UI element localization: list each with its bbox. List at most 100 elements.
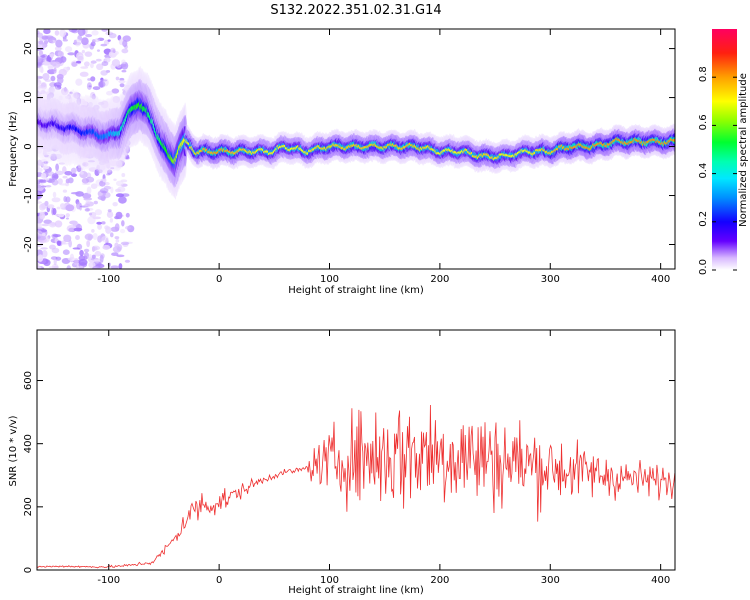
y-tick-label: -20 (23, 236, 34, 252)
spectrogram-cell (116, 254, 125, 258)
spectrogram-cell (65, 204, 75, 212)
spectrogram-cell (92, 216, 102, 220)
spectrogram-cell (95, 58, 102, 62)
spectrogram-cell (43, 29, 51, 35)
spectrogram-cell (121, 172, 126, 178)
x-tick-label: 200 (430, 575, 449, 586)
spectrogram-cell (41, 35, 49, 40)
y-tick-label: 20 (23, 42, 34, 55)
spectrogram-cell (107, 262, 111, 267)
spectrogram-cell (91, 229, 95, 233)
spectrogram-cell (50, 75, 56, 82)
spectrogram-cell (37, 167, 43, 173)
spectrogram-cell (109, 160, 119, 167)
spectrogram-cell (60, 87, 69, 96)
spectrogram-cell (41, 223, 50, 227)
spectrogram-cell (72, 92, 80, 99)
spectrogram-cell (65, 95, 70, 99)
spectrogram-cell (82, 162, 89, 167)
spectrogram-cell (51, 247, 60, 254)
spectrogram-cell (62, 175, 68, 179)
spectrogram-cell (79, 249, 84, 257)
spectrogram-cell (49, 53, 55, 58)
spectrogram-cell (120, 179, 128, 183)
x-tick-label: -100 (97, 274, 120, 285)
spectrogram-cell (119, 228, 126, 234)
spectrogram-cell (45, 171, 55, 177)
spectrogram-frame (36, 28, 676, 270)
spectrogram-cell (106, 173, 111, 176)
spectrogram-cell (73, 227, 83, 232)
x-tick-label: 300 (541, 575, 560, 586)
spectrogram-cell (97, 80, 106, 88)
spectrogram-cell (92, 86, 101, 91)
spectrogram-cell (62, 39, 68, 42)
spectrogram-cell (79, 265, 84, 269)
spectrogram-cell (46, 93, 52, 101)
spectrogram-cell (112, 201, 118, 207)
spectrogram-cell (42, 61, 51, 66)
spectrogram-cell (101, 29, 108, 32)
spectrogram-cell (59, 29, 67, 37)
spectrogram-cell (93, 200, 98, 205)
x-tick-label: 100 (320, 274, 339, 285)
spectrogram-cell (90, 76, 96, 82)
spectrogram-cell (118, 196, 127, 204)
spectrogram-cell (83, 255, 88, 261)
colorbar-gradient (712, 29, 737, 270)
spectrogram-cell (44, 165, 50, 170)
spectrogram-cell (54, 30, 60, 36)
spectrogram-cell (68, 239, 72, 248)
spectrogram-cell (80, 66, 89, 69)
spectrogram-cell (115, 239, 120, 243)
spectrogram-cell (115, 76, 120, 81)
spectrogram-cell (101, 221, 106, 225)
spectrogram-cell (54, 46, 62, 52)
colorbar-tick-label: 0.0 (698, 259, 709, 275)
spectrogram-cell (83, 248, 90, 253)
spectrogram-cell (84, 208, 90, 212)
spectrogram-cell (119, 83, 125, 88)
spectrogram-cell (100, 79, 108, 82)
spectrogram-cell (58, 95, 63, 101)
spectrogram-cell (108, 32, 117, 39)
spectrogram-cell (91, 254, 96, 259)
spectrogram-cell (85, 34, 93, 38)
spectrogram-cell (54, 84, 62, 90)
spectrogram-cell (111, 59, 121, 67)
spectrogram-cell (64, 171, 73, 176)
x-tick-label: 100 (320, 575, 339, 586)
spectrogram-cell (87, 160, 96, 163)
spectrogram-cell (120, 63, 127, 68)
spectrogram-cell (88, 212, 93, 216)
spectrogram-cell (105, 226, 112, 234)
spectrogram-cell (121, 69, 127, 73)
spectrogram-cell (85, 200, 90, 204)
spectrogram-cell (69, 220, 78, 225)
spectrogram-cell (38, 50, 44, 56)
spectrogram-cell (70, 167, 77, 174)
spectrogram-cell (70, 191, 80, 195)
snr-frame (36, 329, 676, 571)
spectrogram-cell (85, 176, 95, 183)
spectrogram-cell (54, 220, 63, 228)
spectrogram-cell (100, 70, 108, 76)
spectrogram-cell (92, 233, 98, 241)
spectrogram-y-ticks: -20 -10 0 10 20 (23, 42, 675, 253)
spectrogram-cell (40, 229, 48, 233)
spectrogram-cell (113, 178, 117, 182)
spectrogram-cell (41, 250, 48, 258)
spectrogram-cell (58, 162, 65, 165)
spectrogram-cell (52, 191, 57, 198)
spectrogram-cell (110, 265, 120, 269)
spectrogram-cell (91, 30, 99, 36)
x-tick-label: 300 (541, 274, 560, 285)
spectrogram-cell (37, 236, 41, 239)
spectrogram-cell (83, 197, 93, 201)
x-tick-label: 400 (651, 575, 670, 586)
colorbar-tick-label: 0.4 (698, 163, 709, 179)
spectrogram-cell (72, 247, 81, 250)
spectrogram-cell (46, 56, 52, 63)
spectrogram-cell (49, 39, 53, 43)
